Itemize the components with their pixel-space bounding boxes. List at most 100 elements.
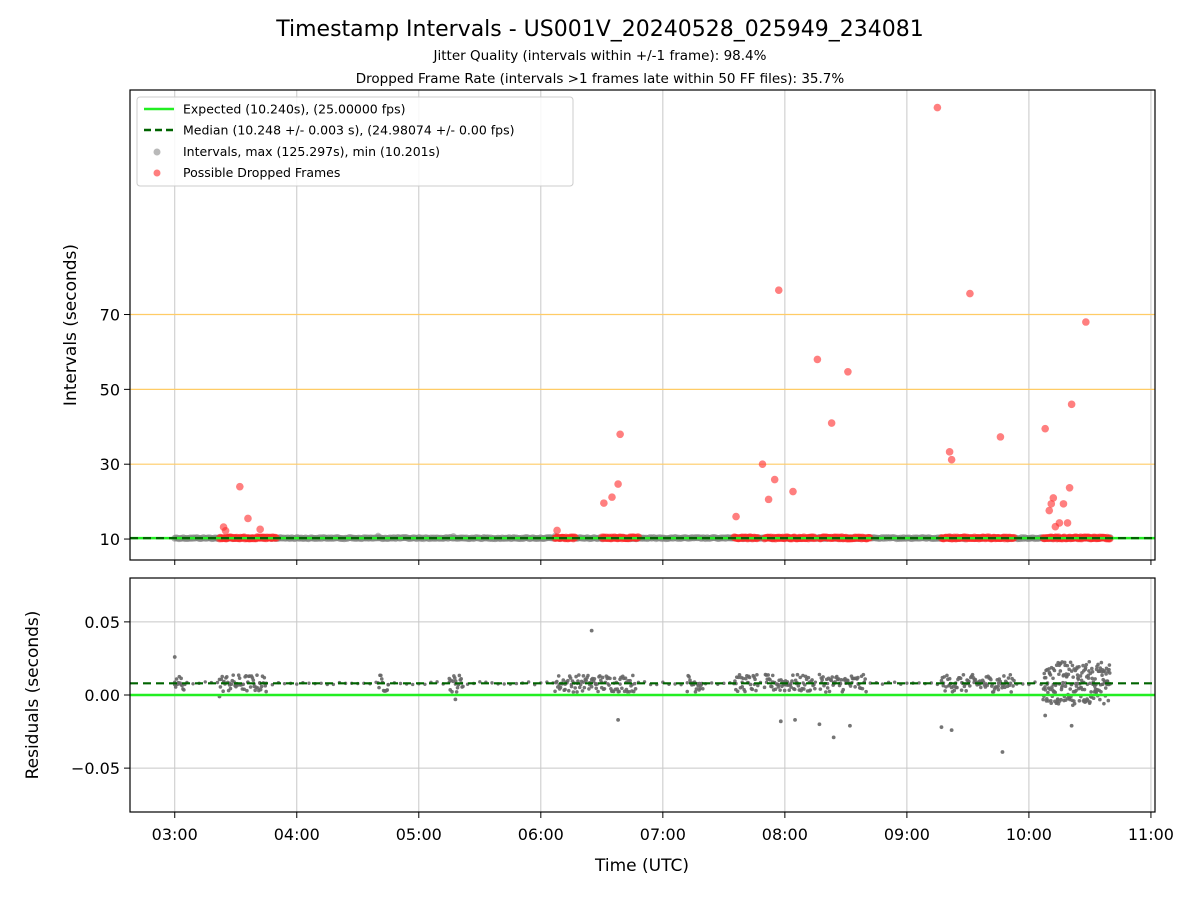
residual-point <box>1088 700 1092 704</box>
residual-point <box>566 678 570 683</box>
residual-point <box>1100 673 1104 678</box>
residual-point <box>553 689 557 694</box>
residual-point <box>255 673 259 677</box>
x-tick-label: 11:00 <box>1128 825 1174 844</box>
dropped-frame-point <box>256 525 264 534</box>
residual-point <box>1009 690 1014 694</box>
top-y-tick-label: 70 <box>100 306 120 325</box>
residual-point <box>618 682 622 686</box>
legend-intervals-swatch <box>153 148 161 156</box>
dropped-frame-point <box>1055 519 1064 527</box>
dropped-frame-point <box>770 475 779 484</box>
residual-point <box>740 685 745 689</box>
residual-point <box>996 687 1001 692</box>
residual-point <box>1074 684 1079 688</box>
residual-point <box>218 685 223 689</box>
legend: Expected (10.240s), (25.00000 fps) Media… <box>136 96 574 187</box>
residual-point <box>1086 676 1091 680</box>
residual-point <box>701 686 705 691</box>
residual-point <box>319 681 323 685</box>
residual-point <box>1066 672 1071 677</box>
residual-point <box>753 677 757 682</box>
residual-point <box>673 682 677 686</box>
residual-point <box>577 685 582 690</box>
residual-point <box>586 673 590 678</box>
residual-point <box>1046 690 1050 695</box>
x-tick-label: 10:00 <box>1006 825 1052 844</box>
residual-point <box>945 673 949 678</box>
residual-point <box>959 688 964 692</box>
residual-point <box>795 672 800 677</box>
residual-point <box>582 685 587 690</box>
residual-point <box>770 673 775 678</box>
residual-point <box>958 676 963 681</box>
residual-point <box>596 689 600 694</box>
residual-point <box>1012 678 1016 683</box>
residual-point <box>709 681 714 685</box>
residual-point <box>556 674 561 678</box>
residual-point <box>1070 663 1075 668</box>
residual-point <box>1075 673 1080 677</box>
residual-point <box>623 676 628 681</box>
dropped-frame-point <box>758 460 767 469</box>
residual-point <box>251 678 256 683</box>
residual-point <box>453 679 458 683</box>
residual-point <box>1082 687 1087 692</box>
residual-point <box>598 674 602 678</box>
bottom-y-axis-label: Residuals (seconds) <box>23 611 43 780</box>
bottom-y-tick-label: 0.00 <box>84 686 120 705</box>
dropped-frame-point <box>844 367 852 376</box>
residual-point <box>574 674 578 679</box>
residual-point <box>944 685 948 689</box>
residual-point <box>694 687 699 691</box>
residual-point <box>939 678 944 683</box>
residual-point <box>450 689 454 694</box>
residual-point <box>1084 662 1089 667</box>
residual-point <box>698 686 702 691</box>
residual-point <box>602 686 607 691</box>
dropped-frame-point <box>1045 506 1054 515</box>
dropped-frame-point <box>966 289 974 298</box>
residual-point <box>791 673 795 678</box>
residual-point <box>768 677 772 682</box>
residual-point <box>1094 690 1099 695</box>
residual-point <box>817 722 822 727</box>
residual-point <box>743 689 747 694</box>
residual-point <box>423 682 427 687</box>
residual-point <box>733 679 737 683</box>
residual-point <box>581 674 586 678</box>
dropped-frame-point <box>813 355 822 364</box>
dropped-frame-point <box>1041 424 1049 433</box>
residual-point <box>789 685 793 689</box>
residual-point <box>1046 699 1051 703</box>
residual-point <box>1062 660 1067 665</box>
residual-point <box>451 679 455 684</box>
residual-point <box>1106 698 1111 703</box>
residual-point <box>693 690 698 694</box>
residual-point <box>848 723 852 728</box>
dropped-frame-point <box>553 526 561 535</box>
residual-point <box>798 675 803 680</box>
residual-point <box>1011 684 1015 688</box>
residual-point <box>793 717 797 722</box>
residual-point <box>568 676 573 680</box>
residual-point <box>829 678 834 683</box>
residual-point <box>796 684 801 688</box>
residual-point <box>633 687 638 691</box>
residual-point <box>377 685 381 690</box>
residual-point <box>1000 750 1005 754</box>
residual-point <box>827 689 832 694</box>
residual-point <box>242 687 246 692</box>
x-tick-label: 04:00 <box>274 825 320 844</box>
residual-point <box>808 688 813 692</box>
dropped-frame-point <box>1063 519 1072 527</box>
residual-point <box>457 673 462 678</box>
residual-point <box>410 682 415 687</box>
legend-median-label: Median (10.248 +/- 0.003 s), (24.98074 +… <box>183 123 514 138</box>
residual-point <box>1102 669 1107 673</box>
residual-point <box>1069 669 1074 673</box>
residual-point <box>295 682 299 686</box>
residual-point <box>1103 686 1108 690</box>
residual-point <box>453 697 458 702</box>
residual-point <box>555 679 559 684</box>
